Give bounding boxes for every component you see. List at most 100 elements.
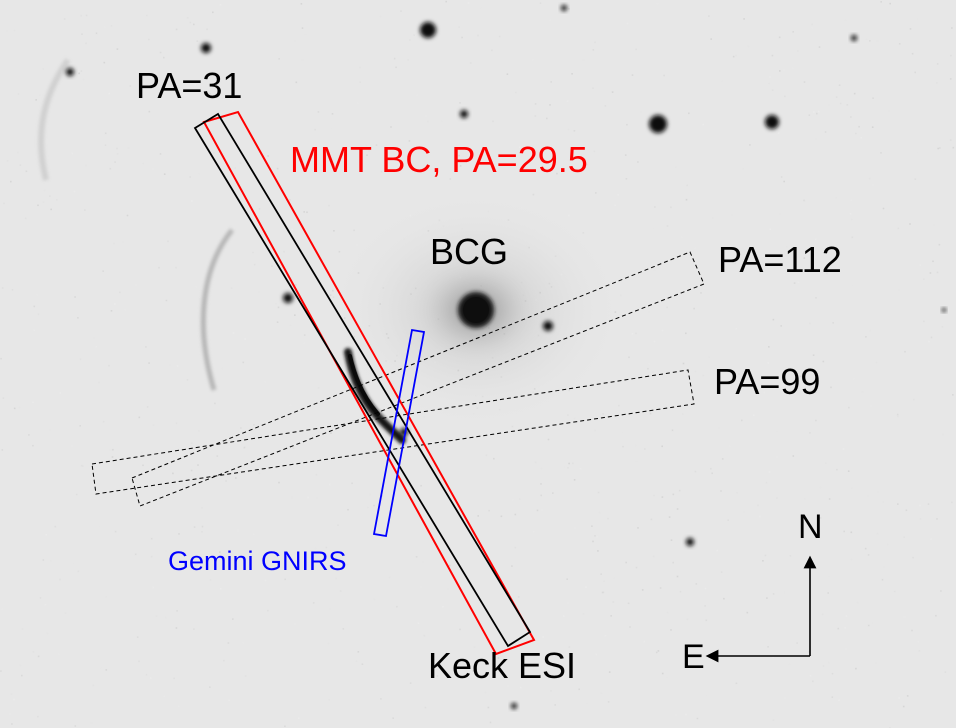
- noise-speck: [114, 530, 117, 533]
- noise-speck: [695, 583, 698, 585]
- noise-speck: [686, 618, 689, 621]
- noise-speck: [289, 324, 292, 326]
- noise-speck: [792, 67, 794, 70]
- noise-speck: [138, 416, 141, 419]
- noise-speck: [1, 608, 4, 610]
- noise-speck: [779, 372, 781, 374]
- noise-speck: [817, 110, 820, 113]
- noise-speck: [458, 26, 460, 28]
- noise-speck: [923, 278, 925, 280]
- noise-speck: [129, 85, 132, 87]
- noise-speck: [169, 364, 171, 366]
- noise-speck: [316, 285, 318, 287]
- noise-speck: [850, 558, 853, 561]
- label-pa99: PA=99: [714, 361, 820, 402]
- noise-speck: [291, 228, 293, 231]
- star: [511, 703, 517, 709]
- noise-speck: [85, 42, 87, 45]
- noise-speck: [855, 667, 857, 670]
- noise-speck: [769, 228, 771, 231]
- noise-speck: [614, 493, 616, 496]
- noise-speck: [949, 139, 952, 141]
- noise-speck: [534, 115, 537, 117]
- noise-speck: [409, 682, 412, 684]
- noise-speck: [193, 526, 196, 528]
- noise-speck: [113, 242, 115, 245]
- noise-speck: [735, 327, 738, 330]
- noise-speck: [685, 713, 687, 716]
- noise-speck: [81, 33, 83, 35]
- noise-speck: [78, 72, 80, 75]
- noise-speck: [148, 456, 151, 458]
- noise-speck: [291, 496, 293, 499]
- noise-speck: [108, 364, 110, 367]
- noise-speck: [214, 402, 216, 405]
- noise-speck: [867, 554, 870, 556]
- noise-speck: [148, 362, 150, 364]
- noise-speck: [303, 342, 306, 345]
- noise-speck: [461, 36, 463, 39]
- noise-speck: [138, 660, 140, 663]
- noise-speck: [103, 61, 106, 64]
- noise-speck: [742, 167, 744, 170]
- noise-speck: [617, 194, 619, 196]
- lensed-giant-arc-core: [348, 354, 380, 416]
- noise-speck: [666, 225, 669, 227]
- noise-speck: [765, 481, 768, 484]
- noise-speck: [679, 590, 682, 593]
- noise-speck: [727, 519, 729, 521]
- noise-speck: [685, 198, 688, 201]
- noise-speck: [534, 103, 537, 105]
- noise-speck: [930, 336, 933, 339]
- noise-speck: [850, 487, 853, 489]
- noise-speck: [314, 547, 317, 550]
- noise-speck: [670, 539, 673, 541]
- noise-speck: [637, 527, 639, 529]
- noise-speck: [656, 2, 659, 5]
- noise-speck: [284, 725, 286, 728]
- noise-speck: [404, 490, 406, 493]
- noise-speck: [33, 329, 36, 331]
- star: [851, 35, 857, 41]
- noise-speck: [279, 212, 281, 215]
- noise-speck: [37, 313, 40, 316]
- noise-speck: [928, 340, 930, 343]
- noise-speck: [303, 211, 305, 213]
- noise-speck: [6, 160, 9, 162]
- noise-speck: [165, 299, 168, 302]
- noise-speck: [789, 555, 792, 557]
- noise-speck: [253, 424, 255, 426]
- label-keck: Keck ESI: [428, 645, 576, 686]
- noise-speck: [189, 176, 191, 178]
- noise-speck: [359, 66, 361, 69]
- noise-speck: [294, 40, 296, 42]
- noise-speck: [723, 597, 725, 600]
- noise-speck: [176, 610, 178, 612]
- noise-speck: [167, 240, 169, 243]
- noise-speck: [702, 374, 705, 377]
- noise-speck: [328, 204, 330, 207]
- noise-speck: [163, 56, 165, 59]
- noise-speck: [17, 151, 19, 154]
- noise-speck: [300, 3, 303, 5]
- noise-speck: [234, 167, 236, 169]
- noise-speck: [785, 246, 788, 248]
- noise-speck: [912, 556, 914, 559]
- slit-pa99: [91, 369, 695, 495]
- noise-speck: [470, 594, 472, 596]
- noise-speck: [333, 230, 335, 232]
- noise-speck: [189, 21, 192, 24]
- noise-speck: [459, 102, 461, 104]
- noise-speck: [28, 434, 30, 436]
- noise-speck: [784, 697, 787, 699]
- noise-speck: [629, 626, 631, 628]
- noise-speck: [855, 132, 857, 135]
- noise-speck: [622, 445, 624, 448]
- noise-speck: [940, 590, 942, 592]
- noise-speck: [582, 613, 585, 615]
- noise-speck: [314, 128, 316, 131]
- noise-speck: [367, 506, 369, 509]
- noise-speck: [459, 165, 462, 167]
- noise-speck: [124, 308, 127, 311]
- noise-speck: [198, 173, 200, 175]
